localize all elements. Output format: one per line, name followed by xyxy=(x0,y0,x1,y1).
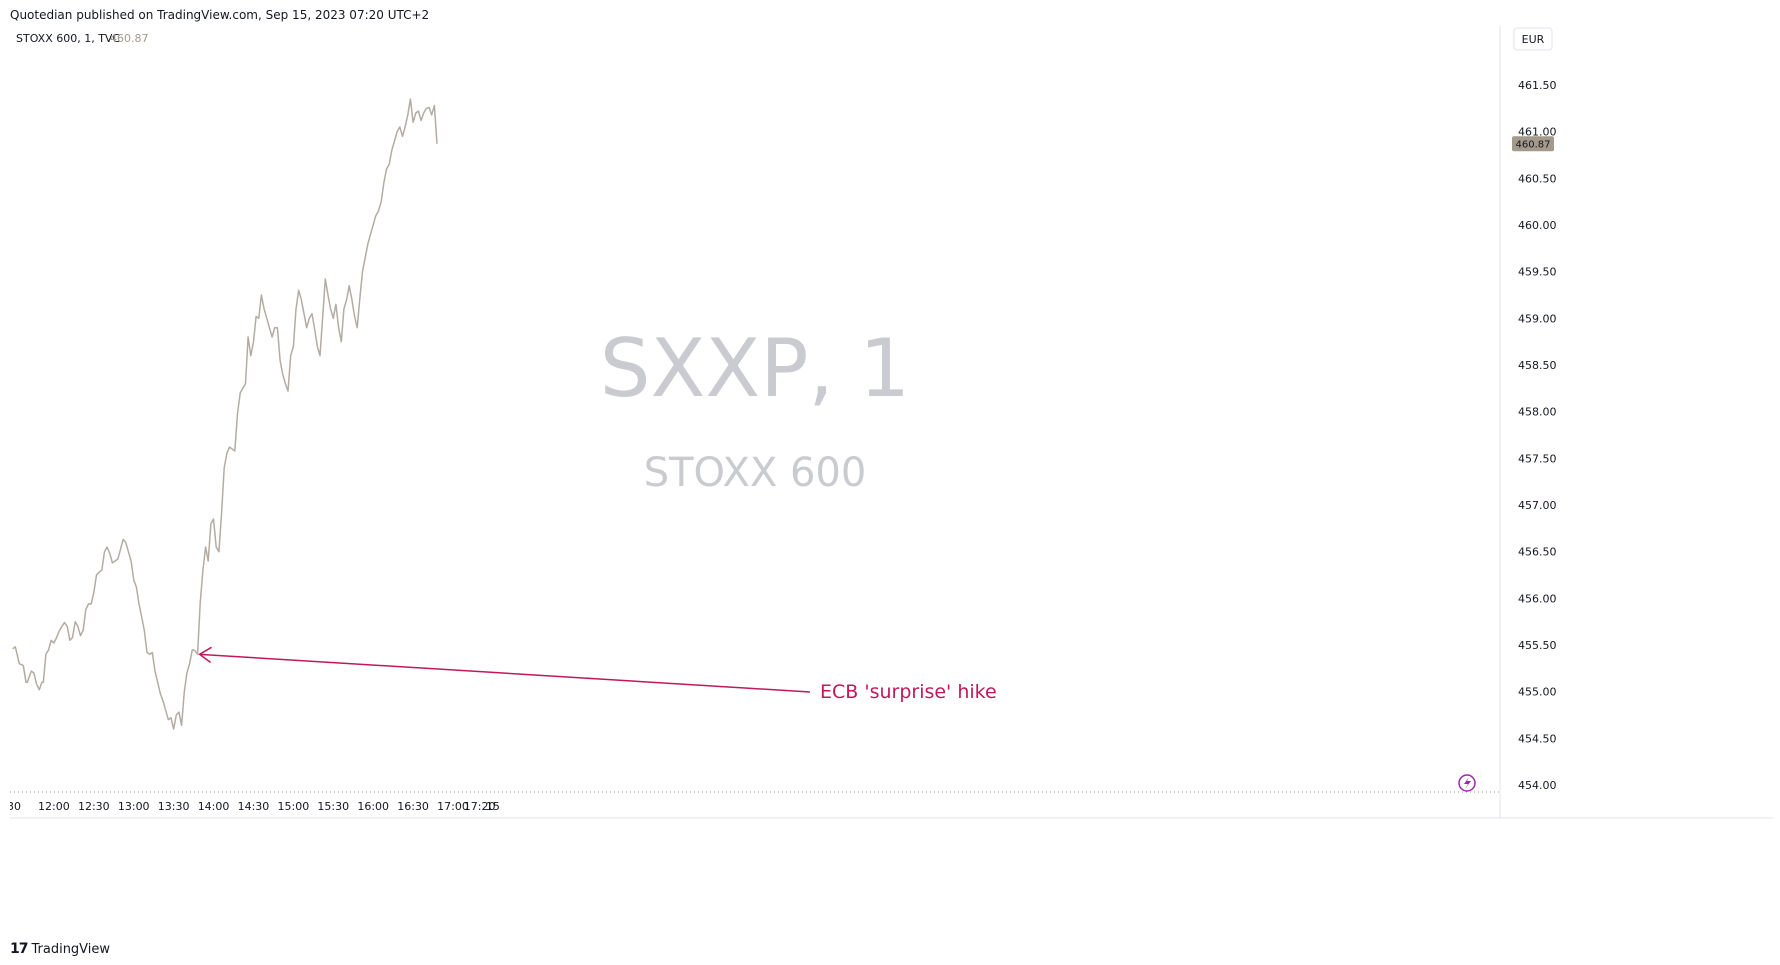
legend-symbol: STOXX 600, 1, TVC xyxy=(16,32,120,45)
x-tick-label: 15:00 xyxy=(278,800,310,813)
x-tick-label: 17:00 xyxy=(437,800,469,813)
annotation-text: ECB 'surprise' hike xyxy=(820,681,997,703)
x-tick-label: 17:20 xyxy=(464,800,496,813)
x-tick-label: 12:30 xyxy=(78,800,110,813)
y-tick-label: 459.00 xyxy=(1518,312,1557,325)
x-tick-label: 16:30 xyxy=(397,800,429,813)
y-tick-label: 455.50 xyxy=(1518,639,1557,652)
annotation-group: ECB 'surprise' hike xyxy=(198,646,997,703)
y-tick-label: 454.50 xyxy=(1518,732,1557,745)
x-tick-label: 12:00 xyxy=(38,800,70,813)
x-tick-label: 13:30 xyxy=(158,800,190,813)
lightning-icon-bolt[interactable] xyxy=(1464,777,1471,789)
x-tick-label: 15 xyxy=(486,800,500,813)
x-tick-label: 14:00 xyxy=(198,800,230,813)
y-tick-label: 459.50 xyxy=(1518,266,1557,279)
price-axis[interactable]: 454.00 454.50 455.00 455.50 456.00 456.50 457.… xyxy=(1518,79,1557,792)
annotation-arrowhead xyxy=(198,646,212,663)
tradingview-logo-icon[interactable]: 17 xyxy=(10,941,29,957)
y-tick-label: 456.50 xyxy=(1518,546,1557,559)
y-tick-label: 461.00 xyxy=(1518,126,1557,139)
y-tick-label: 455.00 xyxy=(1518,686,1557,699)
y-tick-label: 454.00 xyxy=(1518,779,1557,792)
last-price-tag-bg xyxy=(1512,136,1554,152)
chart-frame[interactable]: SXXP, 1 STOXX 600 STOXX 600, 1, TVC 460.… xyxy=(7,26,1773,929)
x-tick-label: 15:30 xyxy=(317,800,349,813)
watermark-name: STOXX 600 xyxy=(644,450,867,496)
y-tick-label: 457.50 xyxy=(1518,452,1557,465)
last-price-tag-text: 460.87 xyxy=(1516,139,1551,150)
y-tick-label: 460.50 xyxy=(1518,172,1557,185)
lightning-icon-circle[interactable] xyxy=(1458,774,1476,792)
price-chart[interactable]: SXXP, 1 STOXX 600 STOXX 600, 1, TVC 460.… xyxy=(7,26,1773,929)
time-axis[interactable]: 30 12:00 12:30 13:00 13:30 14:00 14:30 15:00 15:… xyxy=(7,800,500,813)
x-tick-label: 14:30 xyxy=(238,800,270,813)
series-layer xyxy=(12,98,438,730)
y-tick-label: 457.00 xyxy=(1518,499,1557,512)
y-tick-label: 458.50 xyxy=(1518,359,1557,372)
tradingview-footer[interactable]: 17 TradingView xyxy=(10,941,110,957)
last-price-tag: 460.87 xyxy=(1512,136,1554,152)
x-tick-label: 13:00 xyxy=(118,800,150,813)
x-tick-label: 16:00 xyxy=(357,800,389,813)
published-header: Quotedian published on TradingView.com, … xyxy=(10,8,430,22)
legend-last-value: 460.87 xyxy=(110,32,149,45)
y-tick-label: 461.50 xyxy=(1518,79,1557,92)
tradingview-brand[interactable]: TradingView xyxy=(31,941,111,957)
series-line xyxy=(12,98,438,730)
annotation-arrow-line xyxy=(199,653,811,693)
currency-button-box[interactable] xyxy=(1513,27,1553,51)
watermark-ticker: SXXP, 1 xyxy=(600,322,910,415)
lightning-icon[interactable] xyxy=(1458,774,1476,792)
currency-button[interactable]: EUR xyxy=(1513,27,1553,51)
x-tick-label: 30 xyxy=(10,800,21,813)
y-tick-label: 456.00 xyxy=(1518,592,1557,605)
y-tick-label: 460.00 xyxy=(1518,219,1557,232)
y-tick-label: 458.00 xyxy=(1518,406,1557,419)
currency-label[interactable]: EUR xyxy=(1522,33,1545,46)
